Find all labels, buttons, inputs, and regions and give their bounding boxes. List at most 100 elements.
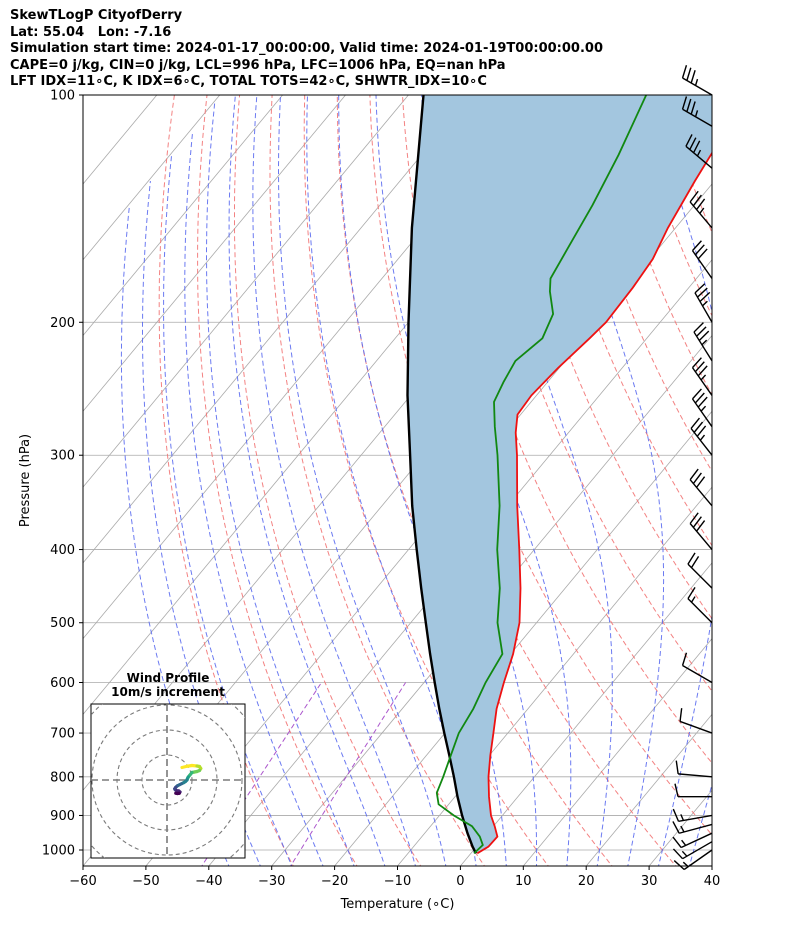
barb-half-flag [694, 110, 699, 117]
barb-flag [690, 70, 696, 84]
barb-flag [693, 421, 704, 433]
barb-half-flag [681, 839, 687, 846]
barb-flag [697, 287, 708, 298]
barb-flag [672, 808, 680, 822]
barb-shaft [691, 398, 713, 428]
barb-half-flag [680, 825, 685, 833]
barb-flag [690, 555, 700, 569]
barb-shaft [690, 428, 713, 456]
parcel-profile-line [406, 95, 478, 854]
barb-flag [689, 190, 699, 203]
barb-flag [689, 468, 699, 481]
chart-header: SkewTLogP CityofDerry Lat: 55.04 Lon: -7… [10, 8, 603, 91]
dry-adiabat-line [787, 78, 794, 869]
barb-shaft [689, 201, 713, 229]
simulation-time-text: Simulation start time: 2024-01-17_00:00:… [10, 41, 603, 56]
moist-adiabat-line [648, 95, 712, 866]
moist-adiabat-line [184, 132, 324, 866]
x-axis-label: Temperature (∘C) [340, 897, 455, 912]
barb-shaft [691, 367, 713, 396]
barb-flag [694, 361, 705, 373]
hodograph-subtitle: 10m/s increment [111, 685, 225, 699]
barb-shaft [689, 523, 713, 551]
barb-flag [689, 512, 699, 524]
y-tick-label: 1000 [42, 844, 75, 859]
barb-flag [694, 392, 705, 404]
moist-adiabat-line [750, 82, 794, 870]
barb-flag [692, 194, 702, 207]
wind-barb [694, 283, 713, 323]
barb-flag [672, 836, 682, 848]
barb-flag [694, 283, 706, 294]
index-stats-text: LFT IDX=11∘C, K IDX=6∘C, TOTAL TOTS=42∘C… [10, 74, 487, 89]
y-tick-label: 900 [50, 809, 75, 824]
isotherm-line [334, 410, 712, 866]
barb-half-flag [702, 300, 708, 307]
barb-flag [690, 417, 701, 429]
moist-adiabat-line [120, 205, 230, 866]
x-tick-label: 20 [578, 874, 595, 889]
dry-adiabat-line [723, 78, 794, 869]
x-tick-label: −30 [258, 874, 285, 889]
isotherm-line [271, 334, 712, 866]
moist-adiabat-line [228, 95, 386, 866]
wind-barb [672, 808, 713, 823]
barb-shaft [682, 77, 713, 96]
barb-flag [697, 248, 708, 260]
barb-flag [681, 96, 688, 110]
cape-cin-shading [407, 95, 712, 854]
dry-adiabat-line [695, 95, 712, 145]
x-tick-label: 0 [456, 874, 464, 889]
cape-stats-text: CAPE=0 j/kg, CIN=0 j/kg, LCL=996 hPa, LF… [10, 57, 506, 73]
wind-barb [672, 821, 713, 834]
barb-shaft [687, 598, 713, 624]
x-tick-label: 10 [515, 874, 532, 889]
barb-shaft [687, 563, 713, 589]
barb-flag [675, 760, 679, 774]
barb-flag [681, 652, 688, 666]
dry-adiabat-line [564, 95, 712, 473]
wind-barb [690, 417, 713, 456]
wind-barb [685, 134, 713, 169]
barb-shaft [682, 664, 713, 684]
barb-shaft [678, 814, 713, 823]
barb-flag [673, 860, 685, 871]
barb-flag [686, 67, 692, 81]
barb-flag [693, 322, 704, 333]
barb-shaft [693, 331, 713, 362]
wind-barb [672, 841, 713, 860]
y-axis-label: Pressure (hPa) [18, 434, 33, 527]
barb-shaft [689, 479, 713, 507]
wind-barb [687, 552, 713, 589]
barb-flag [687, 552, 696, 565]
barb-flag [692, 472, 702, 484]
plot-area [83, 78, 794, 870]
wind-barb [675, 760, 713, 778]
barb-flag [689, 137, 697, 150]
moist-adiabat-line [551, 95, 665, 866]
barb-flag [685, 134, 693, 147]
dry-adiabat-line [269, 95, 486, 866]
y-tick-label: 300 [50, 449, 75, 464]
barb-shaft [678, 823, 713, 834]
isotherm-line [522, 638, 712, 866]
barb-flag [696, 326, 707, 337]
y-tick-label: 600 [50, 676, 75, 691]
wind-barb [674, 783, 712, 798]
mixing-ratio-line [290, 682, 407, 866]
dry-adiabat-line [158, 95, 294, 866]
barb-flag [697, 365, 708, 377]
wind-barb [681, 652, 713, 684]
isotherm-line [83, 95, 409, 488]
barb-shaft [683, 849, 713, 871]
x-tick-label: −60 [69, 874, 96, 889]
location-text: Lat: 55.04 Lon: -7.16 [10, 24, 172, 40]
moist-adiabat-line [252, 95, 416, 866]
y-tick-label: 400 [50, 543, 75, 558]
barb-half-flag [680, 814, 685, 821]
barb-shaft [682, 841, 713, 860]
barb-flag [686, 98, 692, 112]
wind-barb [689, 512, 713, 551]
barb-half-flag [701, 339, 708, 346]
